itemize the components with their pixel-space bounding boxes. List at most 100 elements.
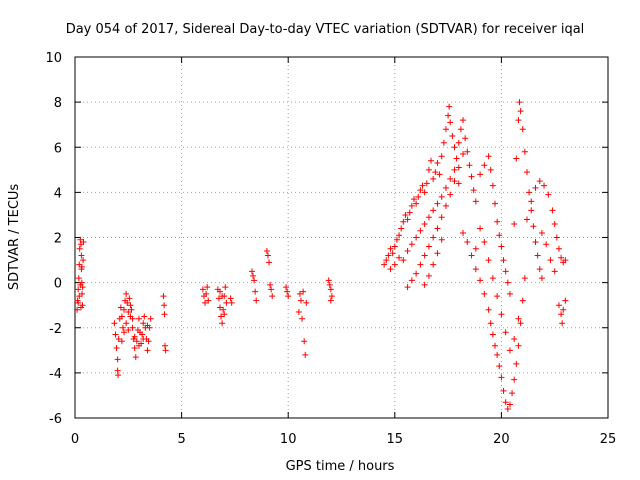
data-point-marker: [126, 295, 133, 302]
x-tick-label: 5: [177, 432, 185, 447]
data-point-marker: [547, 257, 554, 264]
data-point-marker: [460, 229, 467, 236]
x-tick-label: 20: [493, 432, 510, 447]
data-point-marker: [76, 245, 83, 252]
data-point-marker: [423, 180, 430, 187]
data-point-marker: [477, 225, 484, 232]
data-point-marker: [300, 288, 307, 295]
y-tick-label: -2: [49, 322, 62, 337]
data-point-marker: [131, 333, 138, 340]
data-point-marker: [447, 191, 454, 198]
data-point-marker: [513, 360, 520, 367]
data-point-marker: [125, 327, 132, 334]
x-tick-label: 15: [387, 432, 404, 447]
data-point-marker: [216, 304, 223, 311]
data-point-marker: [419, 182, 426, 189]
data-point-marker: [251, 277, 258, 284]
y-tick-label: 10: [45, 51, 62, 66]
data-point-marker: [553, 234, 560, 241]
data-point-marker: [417, 227, 424, 234]
data-point-marker: [220, 306, 227, 313]
data-point-marker: [558, 254, 565, 261]
data-point-marker: [489, 182, 496, 189]
data-point-marker: [504, 279, 511, 286]
data-point-marker: [555, 302, 562, 309]
data-point-marker: [528, 198, 535, 205]
data-point-marker: [440, 139, 447, 146]
data-point-marker: [78, 263, 85, 270]
data-point-marker: [421, 281, 428, 288]
data-point-marker: [534, 252, 541, 259]
data-point-marker: [114, 356, 121, 363]
data-point-marker: [562, 257, 569, 264]
data-point-marker: [506, 347, 513, 354]
data-point-marker: [551, 268, 558, 275]
data-point-marker: [381, 261, 388, 268]
data-point-marker: [415, 193, 422, 200]
data-point-marker: [511, 376, 518, 383]
data-point-marker: [75, 286, 82, 293]
data-point-marker: [442, 202, 449, 209]
data-point-marker: [112, 331, 119, 338]
data-point-marker: [549, 207, 556, 214]
data-point-marker: [496, 232, 503, 239]
data-point-marker: [447, 175, 454, 182]
data-point-marker: [391, 261, 398, 268]
data-point-marker: [222, 284, 229, 291]
data-point-marker: [523, 169, 530, 176]
y-tick-label: 4: [54, 186, 62, 201]
data-point-marker: [538, 275, 545, 282]
data-point-marker: [80, 257, 87, 264]
data-point-marker: [500, 387, 507, 394]
data-point-marker: [504, 405, 511, 412]
data-point-marker: [430, 207, 437, 214]
data-point-marker: [161, 302, 168, 309]
y-tick-label: 0: [54, 277, 62, 292]
plot-frame: [74, 56, 609, 419]
data-point-marker: [541, 182, 548, 189]
data-point-marker: [74, 306, 81, 313]
data-point-marker: [266, 259, 273, 266]
data-point-marker: [517, 108, 524, 115]
data-point-marker: [328, 293, 335, 300]
data-point-marker: [283, 284, 290, 291]
data-point-marker: [485, 153, 492, 160]
x-tick-label: 10: [280, 432, 297, 447]
data-point-marker: [481, 162, 488, 169]
data-point-marker: [383, 257, 390, 264]
data-point-marker: [77, 304, 84, 311]
data-point-marker: [295, 308, 302, 315]
data-point-marker: [75, 275, 82, 282]
data-point-marker: [562, 297, 569, 304]
data-point-marker: [121, 306, 128, 313]
data-point-marker: [526, 189, 533, 196]
data-point-marker: [129, 324, 136, 331]
data-point-marker: [421, 220, 428, 227]
data-point-marker: [408, 241, 415, 248]
data-point-marker: [327, 286, 334, 293]
data-point-marker: [536, 178, 543, 185]
data-point-marker: [506, 401, 513, 408]
data-point-marker: [284, 288, 291, 295]
data-point-marker: [517, 320, 524, 327]
data-point-marker: [506, 290, 513, 297]
data-point-marker: [551, 220, 558, 227]
data-point-marker: [326, 281, 333, 288]
data-point-marker: [509, 390, 516, 397]
data-point-marker: [515, 315, 522, 322]
y-tick-label: 6: [54, 141, 62, 156]
y-tick-label: 8: [54, 96, 62, 111]
data-point-marker: [521, 148, 528, 155]
ticks: 0 5 10 15 20 25 -6 -4 -2 0 2 4 6 8 10: [45, 51, 616, 447]
data-point-marker: [115, 372, 122, 379]
data-point-marker: [445, 112, 452, 119]
data-point-marker: [404, 284, 411, 291]
data-point-marker: [219, 293, 226, 300]
data-point-marker: [303, 299, 310, 306]
data-point-marker: [425, 243, 432, 250]
data-point-marker: [428, 157, 435, 164]
data-point-marker: [457, 126, 464, 133]
data-point-marker: [460, 117, 467, 124]
data-point-marker: [543, 241, 550, 248]
